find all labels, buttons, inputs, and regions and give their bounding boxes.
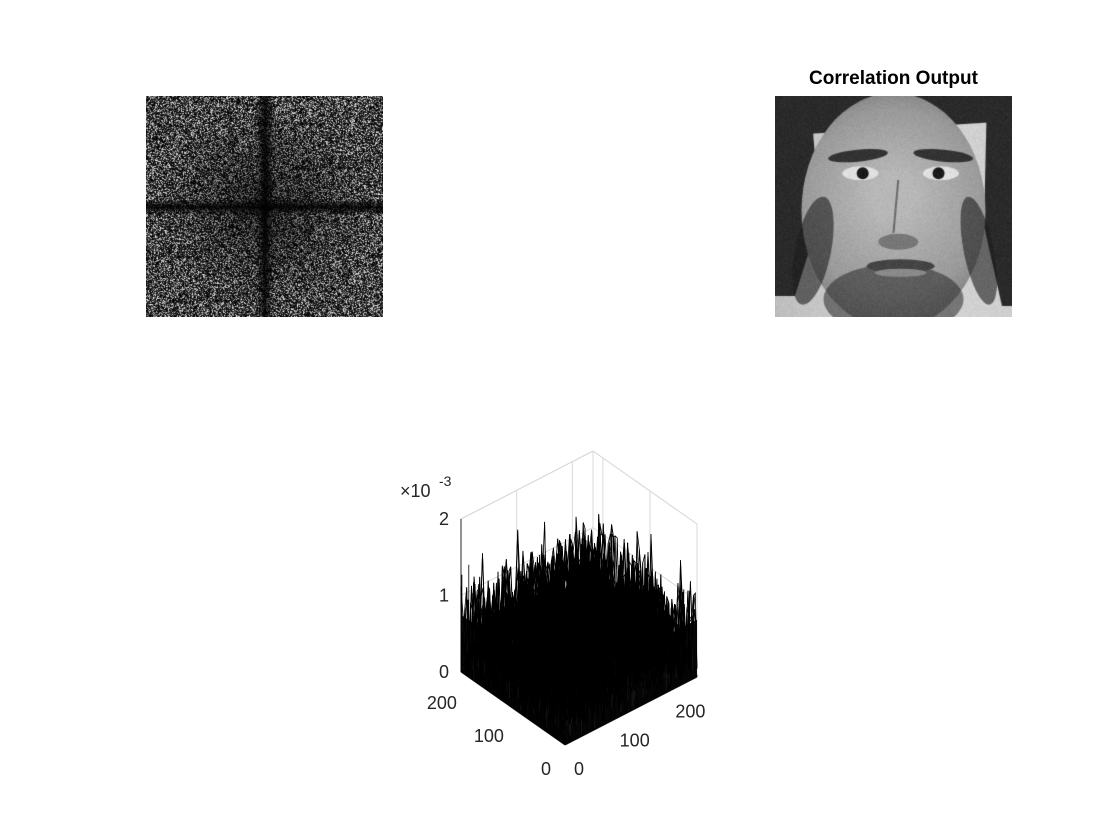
grid-line [460, 450, 594, 520]
y-tick-label: 200 [427, 693, 457, 713]
x-tick-label: 100 [620, 730, 650, 750]
y-tick-label: 100 [474, 726, 504, 746]
spectrum-image [146, 96, 383, 317]
face-image [775, 96, 1012, 317]
z-exponent-power: -3 [439, 473, 452, 489]
z-exponent-base: ×10 [400, 481, 431, 501]
y-tick-label: 0 [541, 759, 551, 779]
z-tick-label: 0 [439, 662, 449, 682]
z-tick-label: 1 [439, 586, 449, 606]
surface-ticks: 0 1 2 0 100 200 0 100 200 [427, 509, 706, 779]
grid-line [592, 450, 698, 525]
surface-mesh [460, 514, 698, 745]
x-tick-label: 200 [675, 702, 705, 722]
face-panel-title: Correlation Output [809, 68, 978, 89]
x-tick-label: 0 [574, 759, 584, 779]
mesh-front [460, 564, 698, 745]
z-tick-label: 2 [439, 509, 449, 529]
grid-line [460, 527, 594, 596]
